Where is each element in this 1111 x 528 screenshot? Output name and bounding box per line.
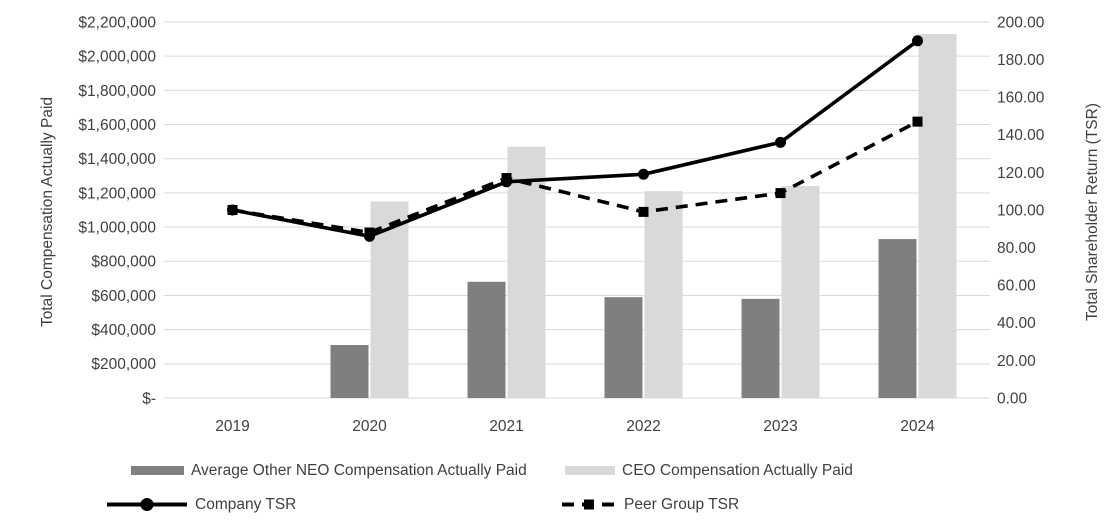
left-axis-tick-label: $2,200,000 (78, 14, 156, 31)
company-tsr-line-swatch (107, 498, 187, 511)
bar-ceo-2021 (507, 146, 546, 398)
right-axis-tick-label: 140.00 (997, 127, 1045, 144)
bar-neo-2024 (878, 239, 917, 398)
peer-group-tsr-marker-2022 (638, 206, 649, 217)
peer-group-tsr-marker-2024 (912, 116, 923, 127)
left-axis-tick-label: $- (142, 390, 156, 407)
left-axis-tick-label: $400,000 (91, 322, 156, 339)
right-axis-tick-label: 80.00 (997, 240, 1036, 257)
bar-ceo-2024 (918, 33, 957, 399)
x-axis-category-label: 2022 (626, 418, 660, 435)
legend-label-company-tsr: Company TSR (195, 495, 297, 513)
bar-ceo-2022 (644, 191, 683, 398)
left-axis-tick-label: $1,000,000 (78, 220, 156, 237)
x-axis-category-label: 2024 (900, 418, 935, 435)
legend-item-company-tsr: Company TSR (106, 496, 296, 513)
legend-item-ceo-compensation: CEO Compensation Actually Paid (565, 462, 853, 479)
x-axis-category-label: 2019 (215, 418, 249, 435)
left-axis-tick-label: $1,200,000 (78, 185, 156, 202)
peer-group-tsr-marker-2023 (775, 188, 786, 199)
peer-group-tsr-marker-2020 (364, 227, 375, 238)
left-axis-tick-label: $1,400,000 (78, 151, 156, 168)
peer-group-tsr-line (232, 120, 919, 235)
legend-label-peer-group-tsr: Peer Group TSR (624, 495, 740, 513)
peer-group-tsr-marker-2019 (227, 205, 238, 215)
legend-item-peer-group-tsr: Peer Group TSR (562, 496, 739, 513)
peer-group-tsr-marker-2021 (501, 173, 512, 184)
company-tsr-marker-2023 (775, 136, 786, 148)
bar-neo-2022 (604, 297, 643, 398)
right-axis-tick-label: 20.00 (997, 353, 1036, 370)
right-axis-tick-label: 40.00 (997, 315, 1036, 332)
company-tsr-marker-2022 (638, 168, 649, 180)
company-tsr-line (232, 39, 919, 239)
x-axis-category-label: 2020 (352, 418, 387, 435)
peer-tsr-line-swatch (562, 499, 617, 510)
legend-item-neo-compensation: Average Other NEO Compensation Actually … (131, 462, 527, 479)
right-axis-tick-label: 200.00 (997, 14, 1045, 31)
legend-label-ceo: CEO Compensation Actually Paid (622, 461, 853, 479)
bar-ceo-2023 (781, 186, 820, 398)
left-axis-tick-label: $1,600,000 (78, 117, 156, 134)
left-axis-tick-label: $1,800,000 (78, 83, 156, 100)
right-axis-tick-label: 100.00 (997, 202, 1045, 219)
right-axis-tick-label: 60.00 (997, 278, 1036, 295)
x-axis-category-label: 2021 (489, 418, 523, 435)
left-axis-tick-label: $800,000 (91, 254, 156, 271)
right-axis-tick-label: 180.00 (997, 52, 1045, 69)
left-axis-tick-label: $2,000,000 (78, 49, 156, 66)
plot-area: $2,200,000 $2,000,000 $1,800,000 $1,600,000… (78, 14, 1045, 435)
legend-label-neo: Average Other NEO Compensation Actually … (191, 461, 527, 479)
company-tsr-marker-2024 (912, 35, 923, 47)
bar-neo-2023 (741, 298, 780, 398)
right-axis-title: Total Shareholder Return (TSR) (1084, 103, 1101, 321)
left-axis-tick-label: $600,000 (91, 288, 156, 305)
right-axis-tick-label: 0.00 (997, 390, 1028, 407)
left-axis-tick-label: $200,000 (91, 356, 156, 373)
left-axis-title: Total Compensation Actually Paid (39, 96, 56, 328)
right-axis-tick-label: 160.00 (997, 90, 1045, 107)
bar-neo-2020 (330, 345, 369, 398)
right-axis-tick-label: 120.00 (997, 165, 1045, 182)
neo-bar-swatch (131, 466, 184, 475)
x-axis-category-label: 2023 (763, 418, 797, 435)
ceo-bar-swatch (565, 466, 615, 475)
bar-neo-2021 (467, 281, 506, 398)
